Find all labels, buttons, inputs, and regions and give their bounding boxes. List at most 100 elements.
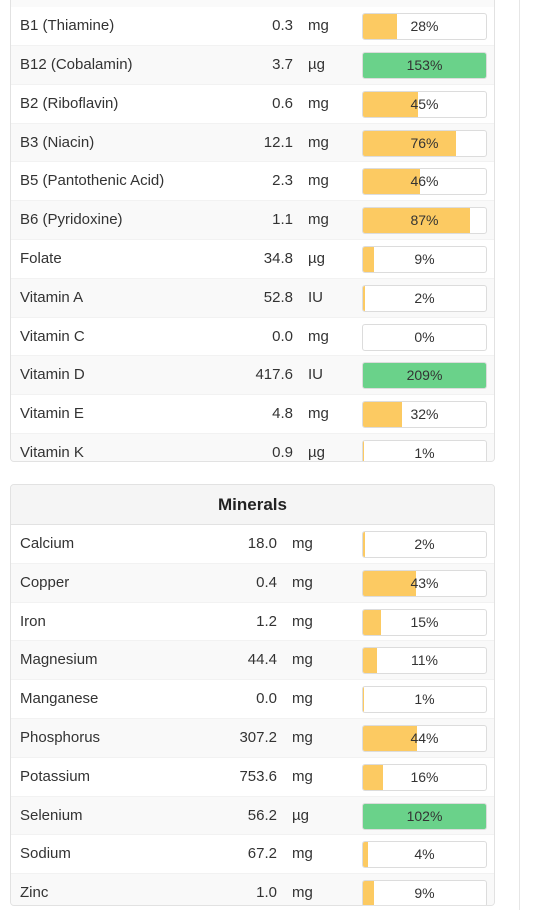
- daily-value-percent: 45%: [410, 95, 439, 112]
- nutrient-row: Vitamin D 417.6 IU 209%: [11, 356, 494, 396]
- progress-fill: [363, 648, 377, 674]
- nutrient-row: B5 (Pantothenic Acid) 2.3 mg 46%: [11, 162, 494, 202]
- nutrient-name: Vitamin K: [20, 443, 84, 461]
- nutrient-unit: µg: [292, 806, 309, 824]
- nutrient-row: Vitamin K 0.9 µg 1%: [11, 433, 494, 461]
- daily-value-percent: 153%: [406, 57, 443, 73]
- nutrient-amount: 0.4: [256, 573, 277, 591]
- minerals-panel: Minerals Calcium 18.0 mg 2% Copper 0.4 mg 43% Ir…: [10, 484, 495, 906]
- nutrient-amount: 52.8: [263, 288, 293, 306]
- nutrient-unit: mg: [308, 172, 329, 190]
- nutrient-row: Vitamin C 0.0 mg 0%: [11, 317, 494, 357]
- daily-value-progress-bar: 9%: [362, 880, 487, 905]
- daily-value-percent: 1%: [414, 691, 435, 708]
- nutrient-name: Phosphorus: [20, 728, 101, 746]
- daily-value-percent: 16%: [410, 768, 439, 785]
- nutrient-unit: mg: [292, 573, 313, 591]
- nutrient-row: Potassium 753.6 mg 16%: [11, 757, 494, 797]
- nutrient-amount: 0.6: [272, 94, 293, 112]
- nutrient-amount: 44.4: [247, 651, 277, 669]
- nutrient-name: Zinc: [20, 884, 49, 902]
- progress-fill: [363, 687, 365, 713]
- nutrient-name: B6 (Pyridoxine): [20, 211, 123, 229]
- nutrient-unit: mg: [292, 884, 313, 902]
- daily-value-progress-bar: 43%: [362, 569, 487, 597]
- daily-value-progress-bar: 9%: [362, 245, 487, 273]
- nutrient-unit: mg: [292, 690, 313, 708]
- nutrient-amount: 0.3: [272, 17, 293, 34]
- progress-fill: [363, 53, 486, 78]
- nutrient-row: Sodium 67.2 mg 4%: [11, 835, 494, 875]
- nutrient-row: Calcium 18.0 mg 2%: [11, 525, 494, 564]
- progress-fill: [363, 764, 383, 790]
- scrollbar-track[interactable]: [519, 0, 520, 910]
- nutrient-unit: mg: [308, 94, 329, 112]
- nutrient-unit: mg: [292, 767, 313, 785]
- nutrient-amount: 1.0: [256, 884, 277, 902]
- daily-value-progress-bar: 1%: [362, 686, 487, 714]
- nutrient-row: B12 (Cobalamin) 3.7 µg 153%: [11, 46, 494, 85]
- nutrient-amount: 3.7: [272, 56, 293, 73]
- daily-value-percent: 209%: [406, 367, 443, 384]
- daily-value-percent: 11%: [411, 652, 438, 669]
- daily-value-percent: 46%: [410, 173, 439, 190]
- nutrient-amount: 307.2: [239, 728, 277, 746]
- nutrient-name: Calcium: [20, 535, 75, 552]
- vitamins-list: B1 (Thiamine) 0.3 mg 28% B12 (Cobalamin) 3.7 µ…: [11, 7, 494, 461]
- nutrient-unit: mg: [308, 405, 329, 423]
- minerals-panel-title: Minerals: [11, 485, 494, 525]
- nutrient-name: B1 (Thiamine): [20, 17, 115, 34]
- nutrient-unit: mg: [292, 728, 313, 746]
- daily-value-percent: 43%: [410, 574, 439, 591]
- minerals-list: Calcium 18.0 mg 2% Copper 0.4 mg 43% Iron 1.2 mg 15…: [11, 525, 494, 905]
- nutrient-name: B2 (Riboflavin): [20, 94, 119, 112]
- nutrient-name: Vitamin C: [20, 327, 85, 345]
- nutrient-row: Iron 1.2 mg 15%: [11, 602, 494, 642]
- progress-fill: [363, 842, 368, 868]
- daily-value-progress-bar: 15%: [362, 608, 487, 636]
- nutrient-unit: µg: [308, 249, 325, 267]
- nutrient-amount: 1.1: [272, 211, 293, 229]
- nutrient-name: Copper: [20, 573, 70, 591]
- nutrient-row: B1 (Thiamine) 0.3 mg 28%: [11, 7, 494, 46]
- daily-value-progress-bar: 46%: [362, 168, 487, 196]
- nutrient-unit: mg: [308, 133, 329, 151]
- progress-fill: [363, 91, 419, 117]
- daily-value-percent: 44%: [410, 729, 439, 746]
- nutrient-name: Vitamin A: [20, 288, 84, 306]
- daily-value-progress-bar: 32%: [362, 401, 487, 429]
- nutrient-name: Manganese: [20, 690, 99, 708]
- nutrient-row: Vitamin A 52.8 IU 2%: [11, 278, 494, 318]
- nutrient-unit: IU: [308, 288, 323, 306]
- nutrient-row: Vitamin E 4.8 mg 32%: [11, 395, 494, 434]
- daily-value-percent: 1%: [414, 444, 435, 461]
- nutrient-amount: 56.2: [247, 806, 277, 824]
- nutrient-amount: 0.0: [272, 327, 293, 345]
- progress-fill: [363, 609, 382, 635]
- daily-value-progress-bar: 2%: [362, 284, 487, 312]
- nutrient-amount: 417.6: [255, 366, 293, 384]
- nutrient-unit: mg: [292, 535, 313, 552]
- nutrient-name: Vitamin D: [20, 366, 85, 384]
- daily-value-percent: 15%: [410, 613, 439, 630]
- nutrient-row: Folate 34.8 µg 9%: [11, 239, 494, 279]
- daily-value-percent: 87%: [410, 212, 439, 229]
- nutrient-unit: mg: [308, 327, 329, 345]
- nutrient-row: Zinc 1.0 mg 9%: [11, 874, 494, 905]
- daily-value-progress-bar: 0%: [362, 323, 487, 351]
- nutrient-unit: mg: [292, 651, 313, 669]
- nutrient-amount: 1.2: [256, 612, 277, 630]
- progress-fill: [363, 14, 398, 39]
- daily-value-progress-bar: 1%: [362, 439, 487, 461]
- nutrient-amount: 2.3: [272, 172, 293, 190]
- daily-value-progress-bar: 4%: [362, 841, 487, 869]
- progress-fill: [363, 440, 365, 461]
- nutrient-amount: 753.6: [239, 767, 277, 785]
- daily-value-percent: 28%: [410, 18, 439, 34]
- nutrient-row: Manganese 0.0 mg 1%: [11, 680, 494, 719]
- daily-value-progress-bar: 28%: [362, 13, 487, 40]
- daily-value-percent: 4%: [414, 846, 435, 863]
- daily-value-progress-bar: 209%: [362, 362, 487, 390]
- daily-value-percent: 76%: [410, 134, 439, 151]
- daily-value-percent: 0%: [414, 328, 435, 345]
